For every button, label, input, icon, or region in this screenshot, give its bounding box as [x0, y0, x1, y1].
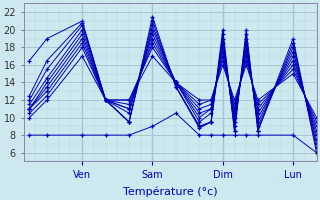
- X-axis label: Température (°c): Température (°c): [123, 186, 217, 197]
